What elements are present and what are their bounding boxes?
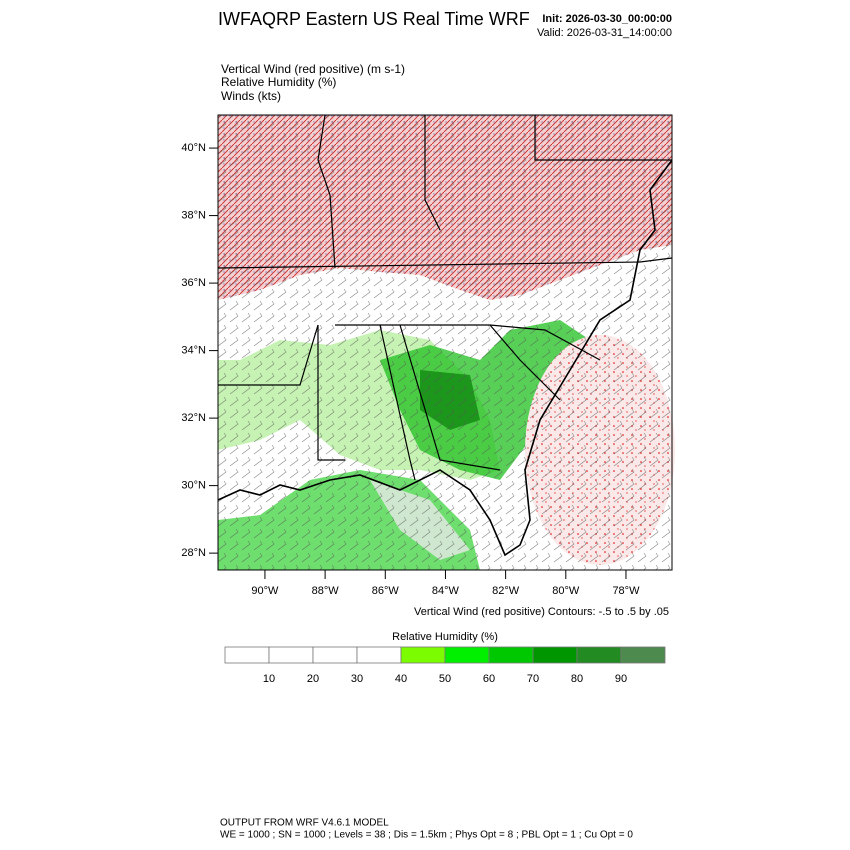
colorbar-box bbox=[532, 646, 578, 664]
colorbar-box bbox=[312, 646, 358, 664]
map bbox=[217, 114, 675, 571]
colorbar-box bbox=[400, 646, 446, 664]
colorbar-label: 50 bbox=[439, 673, 451, 685]
lat-label: 34°N bbox=[181, 345, 206, 357]
colorbar-label: 90 bbox=[615, 673, 627, 685]
colorbar-label: 80 bbox=[571, 673, 583, 685]
lat-label: 38°N bbox=[181, 209, 206, 221]
colorbar-label: 70 bbox=[527, 673, 539, 685]
lon-label: 78°W bbox=[612, 585, 640, 597]
colorbar-label: 20 bbox=[307, 673, 319, 685]
field-label: Vertical Wind (red positive) (m s-1) bbox=[221, 62, 405, 76]
lon-label: 88°W bbox=[312, 585, 340, 597]
init-time: Init: 2026-03-30_00:00:00 bbox=[542, 13, 672, 25]
lon-label: 82°W bbox=[492, 585, 520, 597]
colorbar-label: 40 bbox=[395, 673, 407, 685]
colorbar-box bbox=[620, 646, 666, 664]
lon-label: 90°W bbox=[251, 585, 279, 597]
field-label: Winds (kts) bbox=[221, 89, 281, 103]
colorbar-label: 10 bbox=[263, 673, 275, 685]
lon-label: 86°W bbox=[372, 585, 400, 597]
colorbar-box bbox=[268, 646, 314, 664]
colorbar-box bbox=[576, 646, 622, 664]
lat-label: 30°N bbox=[181, 480, 206, 492]
valid-time: Valid: 2026-03-31_14:00:00 bbox=[537, 27, 672, 39]
colorbar-box bbox=[444, 646, 490, 664]
lon-label: 80°W bbox=[552, 585, 580, 597]
colorbar-label: 60 bbox=[483, 673, 495, 685]
lat-label: 28°N bbox=[181, 547, 206, 559]
colorbar-title: Relative Humidity (%) bbox=[392, 631, 498, 643]
lat-label: 32°N bbox=[181, 412, 206, 424]
lat-label: 40°N bbox=[181, 142, 206, 154]
footer-line: WE = 1000 ; SN = 1000 ; Levels = 38 ; Di… bbox=[220, 830, 633, 841]
colorbar-box bbox=[356, 646, 402, 664]
field-label: Relative Humidity (%) bbox=[221, 75, 336, 89]
lat-label: 36°N bbox=[181, 277, 206, 289]
colorbar-box bbox=[224, 646, 270, 664]
footer-line: OUTPUT FROM WRF V4.6.1 MODEL bbox=[220, 818, 389, 829]
title: IWFAQRP Eastern US Real Time WRF bbox=[218, 9, 530, 29]
contour-note: Vertical Wind (red positive) Contours: -… bbox=[414, 606, 669, 618]
colorbar-label: 30 bbox=[351, 673, 363, 685]
lon-label: 84°W bbox=[432, 585, 460, 597]
colorbar-box bbox=[488, 646, 534, 664]
